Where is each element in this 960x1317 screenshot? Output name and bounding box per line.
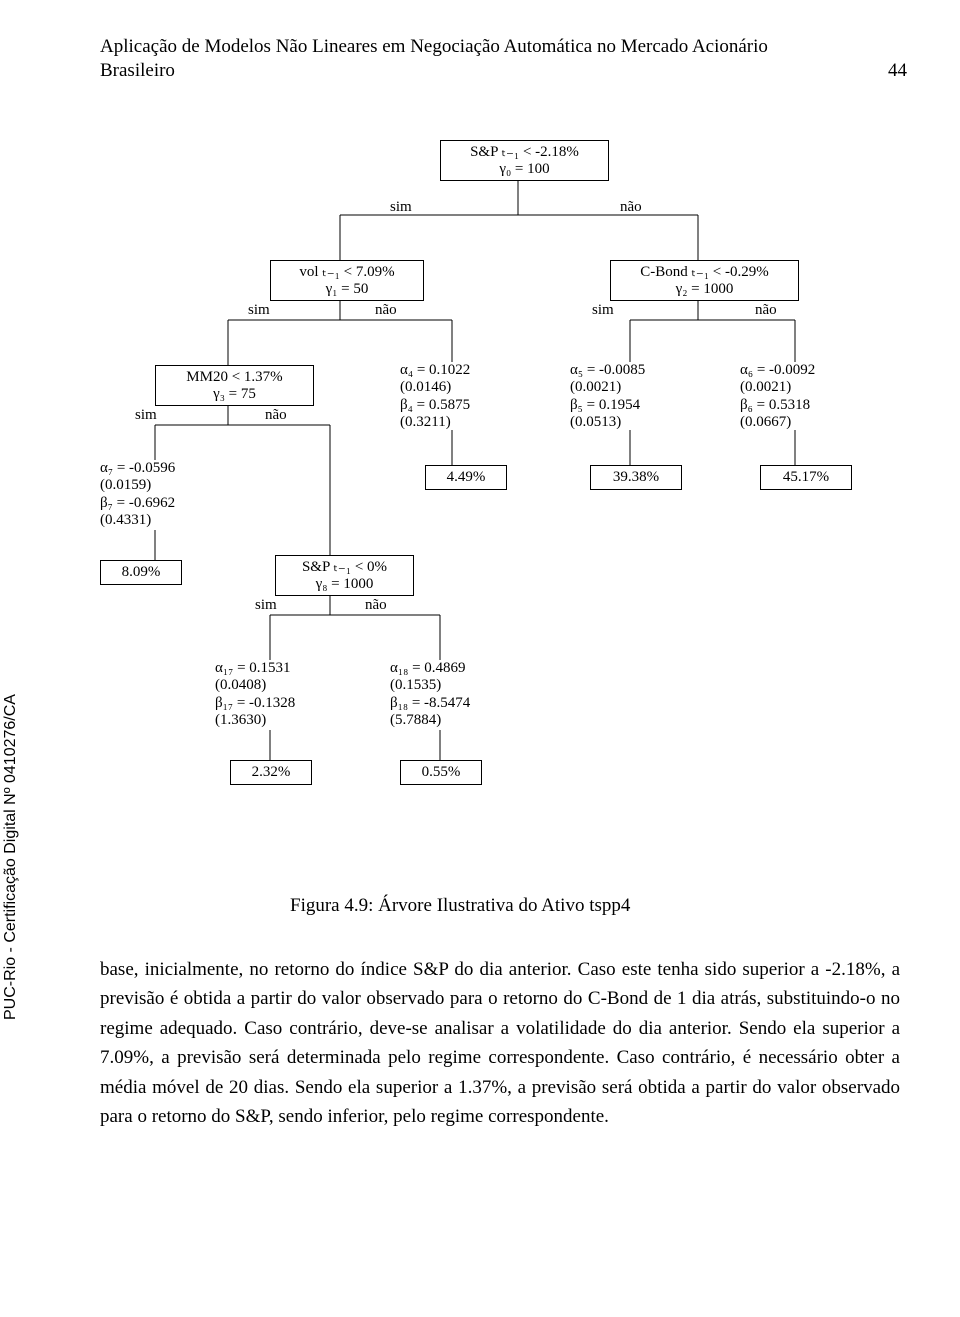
tree-branch-label-8: sim bbox=[255, 598, 277, 613]
tree-leaf-l4: 4.49% bbox=[425, 465, 507, 490]
figure-caption: Figura 4.9: Árvore Ilustrativa do Ativo … bbox=[290, 895, 630, 917]
tree-branch-label-4: sim bbox=[592, 303, 614, 318]
tree-params-p18: α₁₈ = 0.4869(0.1535)β₁₈ = -8.5474(5.7884… bbox=[390, 660, 470, 729]
tree-params-p6: α₆ = -0.0092(0.0021)β₆ = 0.5318(0.0667) bbox=[740, 362, 815, 431]
tree-branch-label-6: sim bbox=[135, 408, 157, 423]
tree-params-p7: α₇ = -0.0596(0.0159)β₇ = -0.6962(0.4331) bbox=[100, 460, 175, 529]
tree-leaf-l5: 39.38% bbox=[590, 465, 682, 490]
tree-node-root: S&P ₜ₋₁ < -2.18%γ₀ = 100 bbox=[440, 140, 609, 181]
tree-node-n8: S&P ₜ₋₁ < 0%γ₈ = 1000 bbox=[275, 555, 414, 596]
decision-tree-figure: S&P ₜ₋₁ < -2.18%γ₀ = 100 vol ₜ₋₁ < 7.09%γ… bbox=[100, 140, 930, 870]
tree-node-n1: vol ₜ₋₁ < 7.09%γ₁ = 50 bbox=[270, 260, 424, 301]
tree-leaf-l7: 8.09% bbox=[100, 560, 182, 585]
tree-node-n3: MM20 < 1.37%γ₃ = 75 bbox=[155, 365, 314, 406]
tree-params-p5: α₅ = -0.0085(0.0021)β₅ = 0.1954(0.0513) bbox=[570, 362, 645, 431]
tree-leaf-l17: 2.32% bbox=[230, 760, 312, 785]
page: Aplicação de Modelos Não Lineares em Neg… bbox=[0, 0, 960, 1317]
side-certification-label: PUC-Rio - Certificação Digital Nº 041027… bbox=[2, 694, 20, 1020]
tree-branch-label-9: não bbox=[365, 598, 387, 613]
running-header-line2: Brasileiro bbox=[100, 59, 175, 83]
page-number: 44 bbox=[888, 59, 907, 83]
tree-branch-label-7: não bbox=[265, 408, 287, 423]
tree-branch-label-5: não bbox=[755, 303, 777, 318]
running-header-line1: Aplicação de Modelos Não Lineares em Neg… bbox=[100, 35, 920, 59]
tree-branch-label-3: não bbox=[375, 303, 397, 318]
tree-node-n2: C-Bond ₜ₋₁ < -0.29%γ₂ = 1000 bbox=[610, 260, 799, 301]
tree-params-p17: α₁₇ = 0.1531(0.0408)β₁₇ = -0.1328(1.3630… bbox=[215, 660, 295, 729]
body-paragraph: base, inicialmente, no retorno do índice… bbox=[100, 955, 900, 1132]
tree-leaf-l6: 45.17% bbox=[760, 465, 852, 490]
tree-branch-label-2: sim bbox=[248, 303, 270, 318]
tree-branch-label-0: sim bbox=[390, 200, 412, 215]
tree-leaf-l18: 0.55% bbox=[400, 760, 482, 785]
tree-edges bbox=[100, 140, 930, 870]
tree-branch-label-1: não bbox=[620, 200, 642, 215]
tree-params-p4: α₄ = 0.1022(0.0146)β₄ = 0.5875(0.3211) bbox=[400, 362, 470, 431]
